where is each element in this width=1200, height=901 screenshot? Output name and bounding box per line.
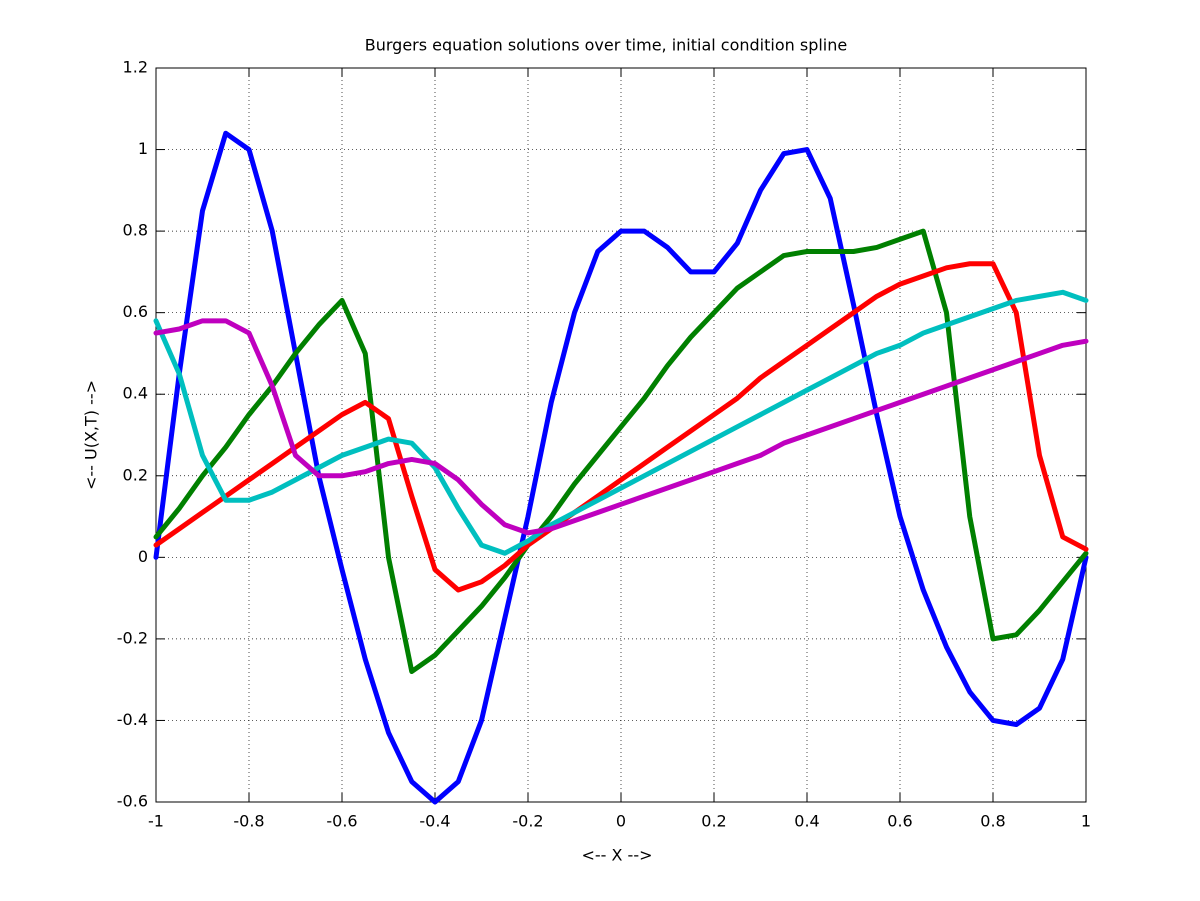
x-tick-label: 0.2 xyxy=(701,812,726,831)
y-tick-label: 0.8 xyxy=(123,221,148,240)
y-tick-label: 0 xyxy=(138,547,148,566)
y-tick-label: -0.6 xyxy=(117,792,148,811)
series-line xyxy=(153,318,1089,536)
chart-title: Burgers equation solutions over time, in… xyxy=(365,36,847,55)
x-axis-label: <-- X --> xyxy=(581,846,652,865)
y-tick-label: 0.4 xyxy=(123,384,148,403)
x-tick-label: 0.4 xyxy=(794,812,819,831)
series-line xyxy=(153,228,1089,675)
y-axis-label: <-- U(X,T) --> xyxy=(82,380,101,490)
x-tick-label: 0 xyxy=(616,812,626,831)
y-tick-label: -0.4 xyxy=(117,710,148,729)
x-tick-label: 1 xyxy=(1081,812,1091,831)
series-line xyxy=(153,261,1089,593)
x-tick-label: -0.6 xyxy=(326,812,357,831)
y-tick-label: 1.2 xyxy=(123,58,148,77)
plot-frame xyxy=(155,67,1087,803)
x-tick-label: -1 xyxy=(148,812,164,831)
x-tick-label: 0.6 xyxy=(887,812,912,831)
x-tick-label: -0.8 xyxy=(233,812,264,831)
x-tick-label: -0.4 xyxy=(419,812,450,831)
y-tick-label: 1 xyxy=(138,139,148,158)
y-tick-label: 0.2 xyxy=(123,465,148,484)
x-tick-label: 0.8 xyxy=(980,812,1005,831)
x-tick-label: -0.2 xyxy=(512,812,543,831)
y-tick-label: -0.2 xyxy=(117,628,148,647)
y-tick-label: 0.6 xyxy=(123,302,148,321)
